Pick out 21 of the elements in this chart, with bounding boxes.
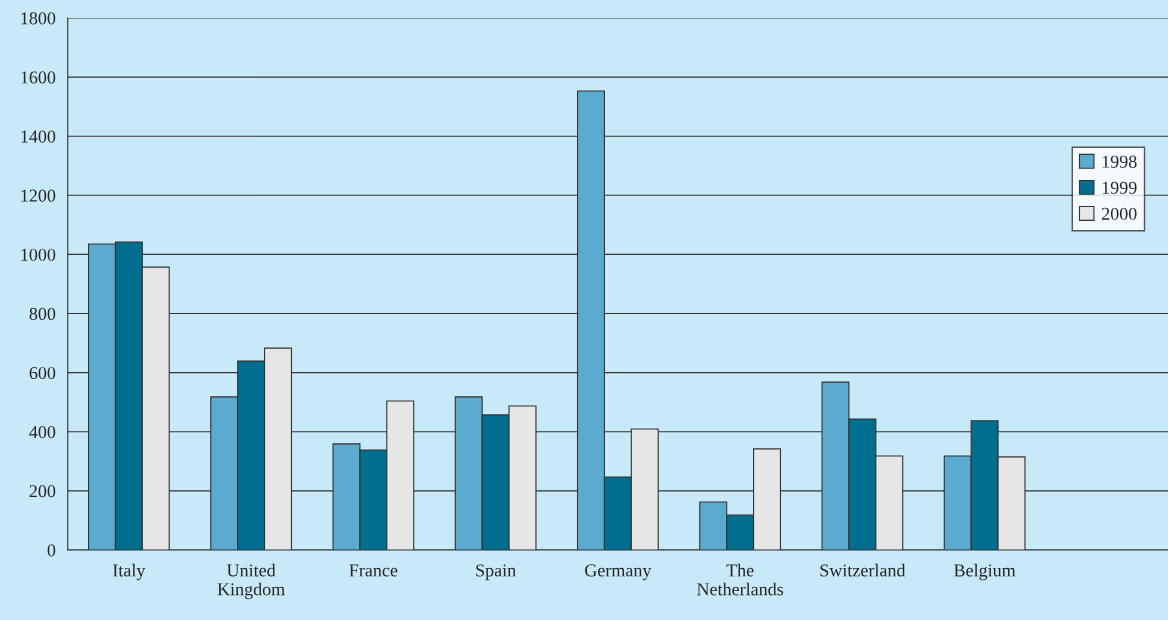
y-tick-label: 1400: [21, 130, 56, 143]
y-tick-label: 800: [29, 307, 56, 320]
x-tick-label: France: [349, 564, 398, 577]
legend-label: 2000: [1101, 207, 1137, 220]
y-tick-label: 1200: [21, 189, 56, 202]
y-tick-label: 1000: [21, 248, 56, 261]
legend-label: 1999: [1102, 181, 1137, 194]
x-tick-label: Switzerland: [820, 563, 906, 577]
x-tick-label: Italy: [112, 563, 146, 581]
x-tick-label: Belgium: [954, 563, 1016, 581]
x-tick-label: Germany: [585, 564, 652, 581]
x-tick-label: Spain: [476, 564, 516, 581]
y-tick-label: 400: [29, 425, 56, 439]
x-tick-label: United Kingdom: [217, 563, 285, 600]
y-tick-label: 1800: [21, 12, 56, 25]
y-tick-label: 1600: [21, 71, 56, 84]
x-tick-label: The Netherlands: [697, 563, 784, 596]
y-tick-label: 200: [29, 485, 56, 498]
y-tick-label: 0: [47, 544, 56, 557]
legend-label: 1998: [1102, 155, 1137, 168]
y-tick-label: 600: [29, 366, 56, 380]
